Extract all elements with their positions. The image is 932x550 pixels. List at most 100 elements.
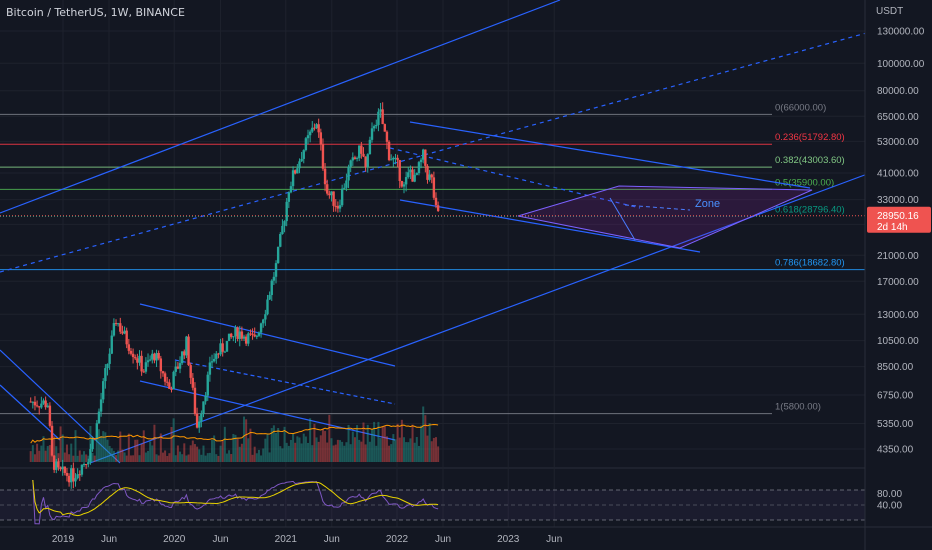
candle-body [411, 169, 414, 182]
candle-body [257, 332, 261, 336]
volume-bar [138, 455, 141, 462]
volume-bar [115, 455, 118, 462]
volume-bar [379, 438, 382, 462]
candle-body [52, 455, 56, 470]
candle-body [272, 276, 276, 281]
volume-bar [223, 426, 226, 462]
volume-bar [366, 424, 369, 462]
volume-bar [287, 445, 290, 462]
volume-bar [270, 428, 273, 462]
volume-bar [377, 421, 380, 462]
volume-bar [102, 431, 105, 462]
volume-bar [289, 439, 292, 462]
symbol-header: Bitcoin / TetherUS, 1W, BINANCE [6, 6, 185, 19]
candle-body [44, 400, 47, 408]
volume-bar [375, 445, 378, 462]
volume-bar [243, 416, 246, 462]
volume-bar [61, 434, 64, 462]
candle-body [368, 139, 372, 155]
volume-bar [349, 444, 352, 462]
volume-bar [46, 446, 49, 462]
candle-body [166, 381, 169, 383]
volume-bar [336, 439, 339, 462]
volume-bar [432, 437, 435, 462]
volume-bar [296, 436, 299, 462]
volume-bar [238, 446, 241, 462]
volume-bar [55, 446, 58, 462]
candle-body [57, 461, 60, 468]
time-tick-label-7: Jun [435, 534, 451, 545]
volume-bar [249, 428, 252, 462]
candle-body [38, 406, 41, 408]
candle-body [136, 358, 139, 363]
candle-body [362, 153, 365, 157]
candle-body [225, 340, 229, 352]
candle-body [183, 351, 186, 356]
volume-bar [183, 443, 186, 462]
price-axis-panel [865, 0, 932, 550]
candle-body [434, 197, 438, 206]
volume-bar [422, 406, 425, 462]
candle-body [217, 353, 220, 355]
candle-body [298, 161, 301, 169]
candle-body [127, 344, 131, 351]
candle-body [370, 128, 374, 140]
volume-bar [398, 437, 401, 462]
candle-body [381, 109, 384, 125]
fib-label-2: 0.382(43003.60) [775, 155, 845, 166]
volume-bar [302, 433, 305, 462]
price-tick-label-13: 6750.00 [877, 390, 914, 401]
candle-body [146, 360, 150, 363]
volume-bar [219, 445, 222, 462]
volume-bar [48, 445, 51, 462]
candle-body [157, 353, 160, 359]
candle-body [302, 150, 305, 159]
volume-bar [358, 439, 361, 462]
volume-bar [151, 445, 154, 462]
volume-bar [80, 454, 83, 462]
volume-bar [142, 430, 145, 462]
candle-body [336, 205, 340, 209]
volume-bar [285, 442, 288, 462]
volume-bar [328, 414, 331, 462]
volume-bar [189, 445, 192, 462]
volume-bar [196, 446, 199, 462]
candle-body [29, 401, 32, 403]
candle-body [159, 358, 163, 372]
candle-body [430, 174, 433, 178]
candle-body [89, 449, 92, 463]
volume-bar [326, 442, 329, 462]
price-tick-label-3: 65000.00 [877, 112, 919, 123]
volume-bar [193, 444, 196, 462]
candle-body [87, 462, 90, 465]
volume-bar [179, 451, 182, 462]
descending-channel-upper [409, 121, 811, 189]
volume-bar [437, 446, 440, 462]
volume-bar [321, 429, 324, 462]
candle-body [168, 382, 171, 389]
volume-bar [208, 452, 211, 462]
volume-bar [191, 440, 194, 462]
volume-bar [125, 455, 128, 462]
volume-bar [347, 424, 350, 462]
candle-body [398, 160, 401, 181]
candle-body [95, 423, 99, 439]
volume-bar [87, 455, 90, 462]
volume-bar [360, 441, 363, 462]
volume-bar [144, 452, 147, 462]
volume-bar [351, 431, 354, 462]
volume-bar [364, 444, 367, 462]
volume-bar [266, 434, 269, 462]
volume-bar [424, 415, 427, 462]
time-tick-label-6: 2022 [386, 534, 409, 545]
candle-body [400, 180, 404, 187]
candle-body [84, 463, 88, 465]
candle-body [61, 466, 64, 470]
volume-bar [211, 439, 214, 462]
currency-label: USDT [876, 6, 903, 17]
candle-body [402, 184, 406, 187]
volume-bar [121, 449, 124, 462]
zone-shape [517, 185, 813, 249]
